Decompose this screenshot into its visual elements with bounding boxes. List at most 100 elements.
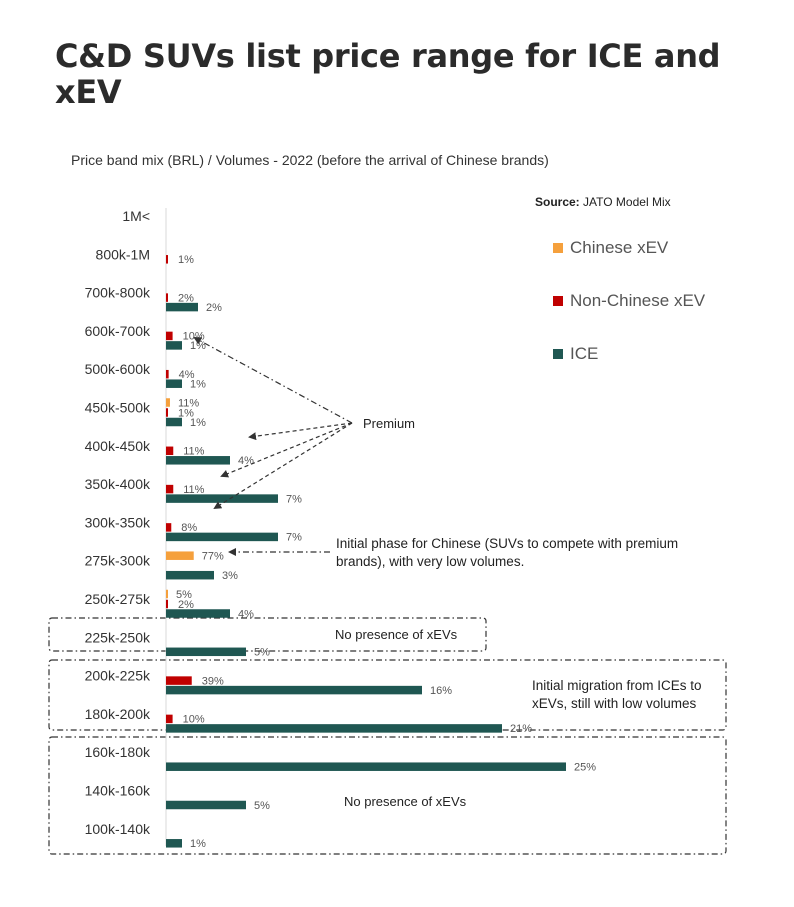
bar-ice-160k-180k bbox=[166, 762, 566, 771]
category-label-800k-1m: 800k-1M bbox=[96, 246, 150, 262]
data-label-ice-450k-500k: 1% bbox=[190, 417, 206, 429]
source-label: Source: bbox=[535, 195, 580, 209]
bar-non-chinese-xev-300k-350k bbox=[166, 523, 172, 532]
data-label-ice-700k-800k: 2% bbox=[206, 302, 222, 314]
bar-ice-500k-600k bbox=[166, 379, 182, 388]
data-label-ice-600k-700k: 1% bbox=[190, 340, 206, 352]
bar-ice-600k-700k bbox=[166, 341, 182, 350]
bar-non-chinese-xev-350k-400k bbox=[166, 484, 174, 494]
data-label-ice-275k-300k: 3% bbox=[222, 570, 238, 582]
category-label-300k-350k: 300k-350k bbox=[85, 514, 151, 530]
bar-non-chinese-xev-200k-225k bbox=[166, 676, 192, 685]
chart-subtitle: Price band mix (BRL) / Volumes - 2022 (b… bbox=[71, 152, 549, 168]
data-label-ice-180k-200k: 21% bbox=[510, 723, 532, 735]
data-label-chinese-xev-450k-500k: 11% bbox=[178, 397, 199, 409]
legend-label-chinese-xev: Chinese xEV bbox=[570, 238, 669, 257]
bar-non-chinese-xev-700k-800k bbox=[166, 293, 168, 302]
category-label-250k-275k: 250k-275k bbox=[85, 591, 151, 607]
bar-non-chinese-xev-500k-600k bbox=[166, 369, 169, 379]
annotation-migration-wrap: Initial migration from ICEs to xEVs, sti… bbox=[532, 678, 702, 711]
data-label-non-chinese-xev-450k-500k: 1% bbox=[178, 407, 194, 419]
data-label-chinese-xev-275k-300k: 77% bbox=[202, 550, 224, 562]
annotation-no-xev-1: No presence of xEVs bbox=[335, 627, 458, 642]
category-label-700k-800k: 700k-800k bbox=[85, 285, 151, 301]
data-label-chinese-xev-250k-275k: 5% bbox=[176, 589, 192, 601]
legend-label-ice: ICE bbox=[570, 344, 599, 363]
bar-non-chinese-xev-250k-275k bbox=[166, 599, 168, 609]
annotation-premium: Premium bbox=[363, 416, 415, 431]
source-value: JATO Model Mix bbox=[583, 195, 671, 209]
page-title: C&D SUVs list price range for ICE and xE… bbox=[55, 37, 721, 111]
bar-non-chinese-xev-180k-200k bbox=[166, 714, 173, 724]
category-label-275k-300k: 275k-300k bbox=[85, 553, 151, 569]
arrow-premium-300k bbox=[213, 422, 353, 510]
data-label-non-chinese-xev-180k-200k: 10% bbox=[183, 714, 205, 726]
legend-swatch-ice bbox=[553, 349, 563, 359]
data-label-ice-500k-600k: 1% bbox=[190, 378, 206, 390]
arrow-premium-350k bbox=[220, 422, 353, 478]
legend-ice: ICE bbox=[553, 344, 598, 364]
legend-chinese-xev: Chinese xEV bbox=[553, 238, 668, 258]
source-note: Source: JATO Model Mix bbox=[535, 195, 671, 209]
annotations: Premium Initial phase for Chinese (SUVs … bbox=[193, 337, 702, 809]
data-label-ice-140k-160k: 5% bbox=[254, 800, 270, 812]
category-label-600k-700k: 600k-700k bbox=[85, 323, 151, 339]
category-label-180k-200k: 180k-200k bbox=[85, 706, 151, 722]
data-label-non-chinese-xev-250k-275k: 2% bbox=[178, 599, 194, 611]
data-label-non-chinese-xev-300k-350k: 8% bbox=[181, 522, 197, 534]
bar-non-chinese-xev-800k-1m bbox=[166, 255, 168, 264]
box-no-xev-low bbox=[48, 736, 727, 855]
bar-ice-100k-140k bbox=[166, 839, 182, 848]
data-label-ice-225k-250k: 5% bbox=[254, 647, 270, 659]
category-label-1m: 1M< bbox=[122, 208, 150, 224]
data-label-ice-400k-450k: 4% bbox=[238, 455, 254, 467]
data-label-non-chinese-xev-400k-450k: 11% bbox=[183, 446, 204, 458]
bar-ice-250k-275k bbox=[166, 609, 230, 618]
bar-ice-180k-200k bbox=[166, 724, 502, 733]
data-label-non-chinese-xev-700k-800k: 2% bbox=[178, 292, 194, 304]
bar-ice-350k-400k bbox=[166, 494, 278, 503]
category-label-200k-225k: 200k-225k bbox=[85, 668, 151, 684]
category-label-225k-250k: 225k-250k bbox=[85, 629, 151, 645]
category-label-450k-500k: 450k-500k bbox=[85, 400, 151, 416]
category-label-160k-180k: 160k-180k bbox=[85, 744, 151, 760]
bar-ice-400k-450k bbox=[166, 456, 230, 465]
bar-ice-275k-300k bbox=[166, 570, 214, 580]
category-label-400k-450k: 400k-450k bbox=[85, 438, 151, 454]
legend-non-chinese-xev: Non-Chinese xEV bbox=[553, 291, 705, 311]
box-no-xev-225 bbox=[48, 617, 487, 652]
data-label-non-chinese-xev-800k-1m: 1% bbox=[178, 254, 194, 266]
bar-chinese-xev-275k-300k bbox=[166, 551, 194, 560]
data-label-ice-250k-275k: 4% bbox=[238, 608, 254, 620]
data-label-ice-160k-180k: 25% bbox=[574, 761, 596, 773]
category-label-350k-400k: 350k-400k bbox=[85, 476, 151, 492]
bar-non-chinese-xev-450k-500k bbox=[166, 408, 168, 417]
annotation-chinese-phase: Initial phase for Chinese (SUVs to compe… bbox=[336, 536, 679, 569]
bar-ice-700k-800k bbox=[166, 302, 198, 312]
arrow-premium-600k bbox=[193, 337, 353, 424]
legend-swatch-non-chinese-xev bbox=[553, 296, 563, 306]
category-label-500k-600k: 500k-600k bbox=[85, 361, 151, 377]
bar-ice-300k-350k bbox=[166, 532, 278, 542]
bar-ice-140k-160k bbox=[166, 800, 246, 810]
annotation-boxes bbox=[48, 617, 727, 855]
box-migration bbox=[48, 659, 727, 731]
annotation-no-xev-2: No presence of xEVs bbox=[344, 794, 467, 809]
data-label-ice-100k-140k: 1% bbox=[190, 838, 206, 850]
bar-chinese-xev-250k-275k bbox=[166, 589, 168, 599]
arrow-premium-400k bbox=[248, 422, 353, 441]
annotation-chinese-phase-wrap: Initial phase for Chinese (SUVs to compe… bbox=[336, 536, 679, 569]
bar-ice-225k-250k bbox=[166, 647, 246, 657]
legend-swatch-chinese-xev bbox=[553, 243, 563, 253]
data-label-non-chinese-xev-350k-400k: 11% bbox=[183, 484, 204, 496]
annotation-migration: Initial migration from ICEs to xEVs, sti… bbox=[532, 678, 702, 711]
data-label-ice-300k-350k: 7% bbox=[286, 532, 302, 544]
data-label-ice-200k-225k: 16% bbox=[430, 685, 452, 697]
category-label-100k-140k: 100k-140k bbox=[85, 821, 151, 837]
data-label-non-chinese-xev-200k-225k: 39% bbox=[202, 675, 224, 687]
category-label-140k-160k: 140k-160k bbox=[85, 783, 151, 799]
data-label-ice-350k-400k: 7% bbox=[286, 493, 302, 505]
bar-ice-200k-225k bbox=[166, 685, 422, 695]
bar-ice-450k-500k bbox=[166, 417, 182, 427]
